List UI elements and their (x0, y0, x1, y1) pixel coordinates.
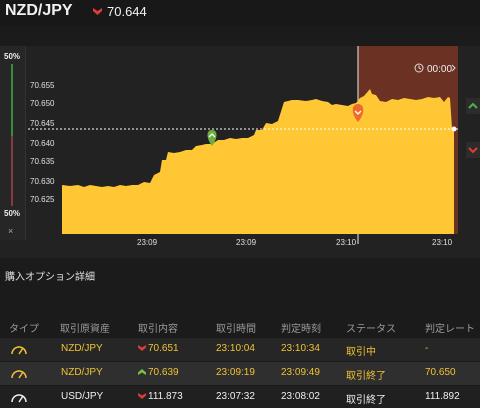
x-tick: 23:10 (432, 238, 453, 247)
gauge-icon (11, 394, 27, 403)
content-cell: 70.639 (138, 367, 179, 378)
content-value: 70.651 (148, 343, 179, 354)
close-icon[interactable]: × (8, 226, 14, 236)
price-chart[interactable]: 70.655 70.650 70.645 70.640 70.635 70.63… (26, 46, 466, 258)
current-rate: 70.644 (107, 4, 147, 19)
countdown-timer: 00:00 (427, 64, 452, 75)
y-tick: 70.645 (30, 119, 55, 128)
table-row[interactable]: USD/JPY 111.873 23:07:32 23:08:02 取引終了 1… (0, 385, 480, 408)
sentiment-top-pct: 50% (4, 52, 21, 61)
y-tick: 70.650 (30, 99, 55, 108)
content-cell: 70.651 (138, 343, 179, 354)
column-header: タイプ (9, 324, 39, 335)
x-tick: 23:10 (336, 238, 357, 247)
content-value: 70.639 (148, 367, 179, 378)
current-rate-dot (451, 126, 457, 132)
column-header: 判定レート (425, 324, 475, 335)
buy-down-marker-icon (352, 104, 364, 122)
timer: 00:00 (414, 63, 456, 75)
price-area (62, 89, 454, 234)
y-tick: 70.630 (30, 177, 55, 186)
column-header: 取引内容 (138, 324, 178, 335)
sentiment-high-bar (11, 64, 13, 136)
gauge-icon (11, 346, 27, 355)
clock-icon (414, 63, 424, 73)
column-header: 判定時刻 (281, 324, 321, 335)
buy-up-marker-icon (207, 130, 217, 146)
judge-rate-cell: 70.650 (425, 367, 456, 378)
chart-panel: 50% 50% × 70.655 70.650 70.645 70.640 70… (0, 46, 480, 258)
pair-cell: USD/JPY (61, 391, 104, 402)
x-tick: 23:09 (236, 238, 257, 247)
y-tick: 70.640 (30, 139, 55, 148)
column-header: 取引時間 (216, 324, 256, 335)
y-tick: 70.635 (30, 157, 55, 166)
y-tick: 70.625 (30, 195, 55, 204)
currency-pair-title: NZD/JPY (5, 2, 73, 19)
sentiment-bottom-pct: 50% (4, 209, 21, 218)
time-cell: 23:10:04 (216, 343, 255, 354)
judge-time-cell: 23:09:49 (281, 367, 320, 378)
table-header: タイプ 取引原資産 取引内容 取引時間 判定時刻 ステータス 判定レート (0, 315, 480, 337)
table-row[interactable]: NZD/JPY 70.639 23:09:19 23:09:49 取引終了 70… (0, 361, 480, 385)
x-tick: 23:09 (137, 238, 158, 247)
options-table: タイプ 取引原資産 取引内容 取引時間 判定時刻 ステータス 判定レート NZD… (0, 315, 480, 408)
status-cell: 取引中 (346, 347, 376, 358)
status-cell: 取引終了 (346, 371, 386, 382)
sentiment-bar: 50% 50% × (0, 46, 26, 240)
high-button[interactable] (466, 98, 480, 114)
down-arrow-icon (138, 393, 146, 400)
down-arrow-icon (93, 8, 102, 15)
down-arrow-icon (138, 345, 146, 352)
y-tick: 70.655 (30, 81, 55, 90)
pair-cell: NZD/JPY (61, 367, 103, 378)
judge-rate-cell: 111.892 (425, 391, 460, 402)
sentiment-low-bar (11, 136, 13, 206)
chevron-right-icon (451, 64, 456, 72)
section-title: 購入オプション詳細 (5, 272, 95, 283)
content-cell: 111.873 (138, 391, 183, 402)
content-value: 111.873 (148, 391, 183, 402)
column-header: ステータス (346, 324, 396, 335)
judge-time-cell: 23:08:02 (281, 391, 320, 402)
judge-time-cell: 23:10:34 (281, 343, 320, 354)
time-cell: 23:07:32 (216, 391, 255, 402)
gauge-icon (11, 370, 27, 379)
status-cell: 取引終了 (346, 395, 386, 406)
time-cell: 23:09:19 (216, 367, 255, 378)
judge-rate-cell: - (425, 343, 429, 354)
column-header: 取引原資産 (60, 324, 110, 335)
header: NZD/JPY 70.644 (0, 0, 480, 26)
low-button[interactable] (466, 142, 480, 158)
table-row[interactable]: NZD/JPY 70.651 23:10:04 23:10:34 取引中 - (0, 337, 480, 361)
up-arrow-icon (138, 369, 146, 376)
pair-cell: NZD/JPY (61, 343, 103, 354)
